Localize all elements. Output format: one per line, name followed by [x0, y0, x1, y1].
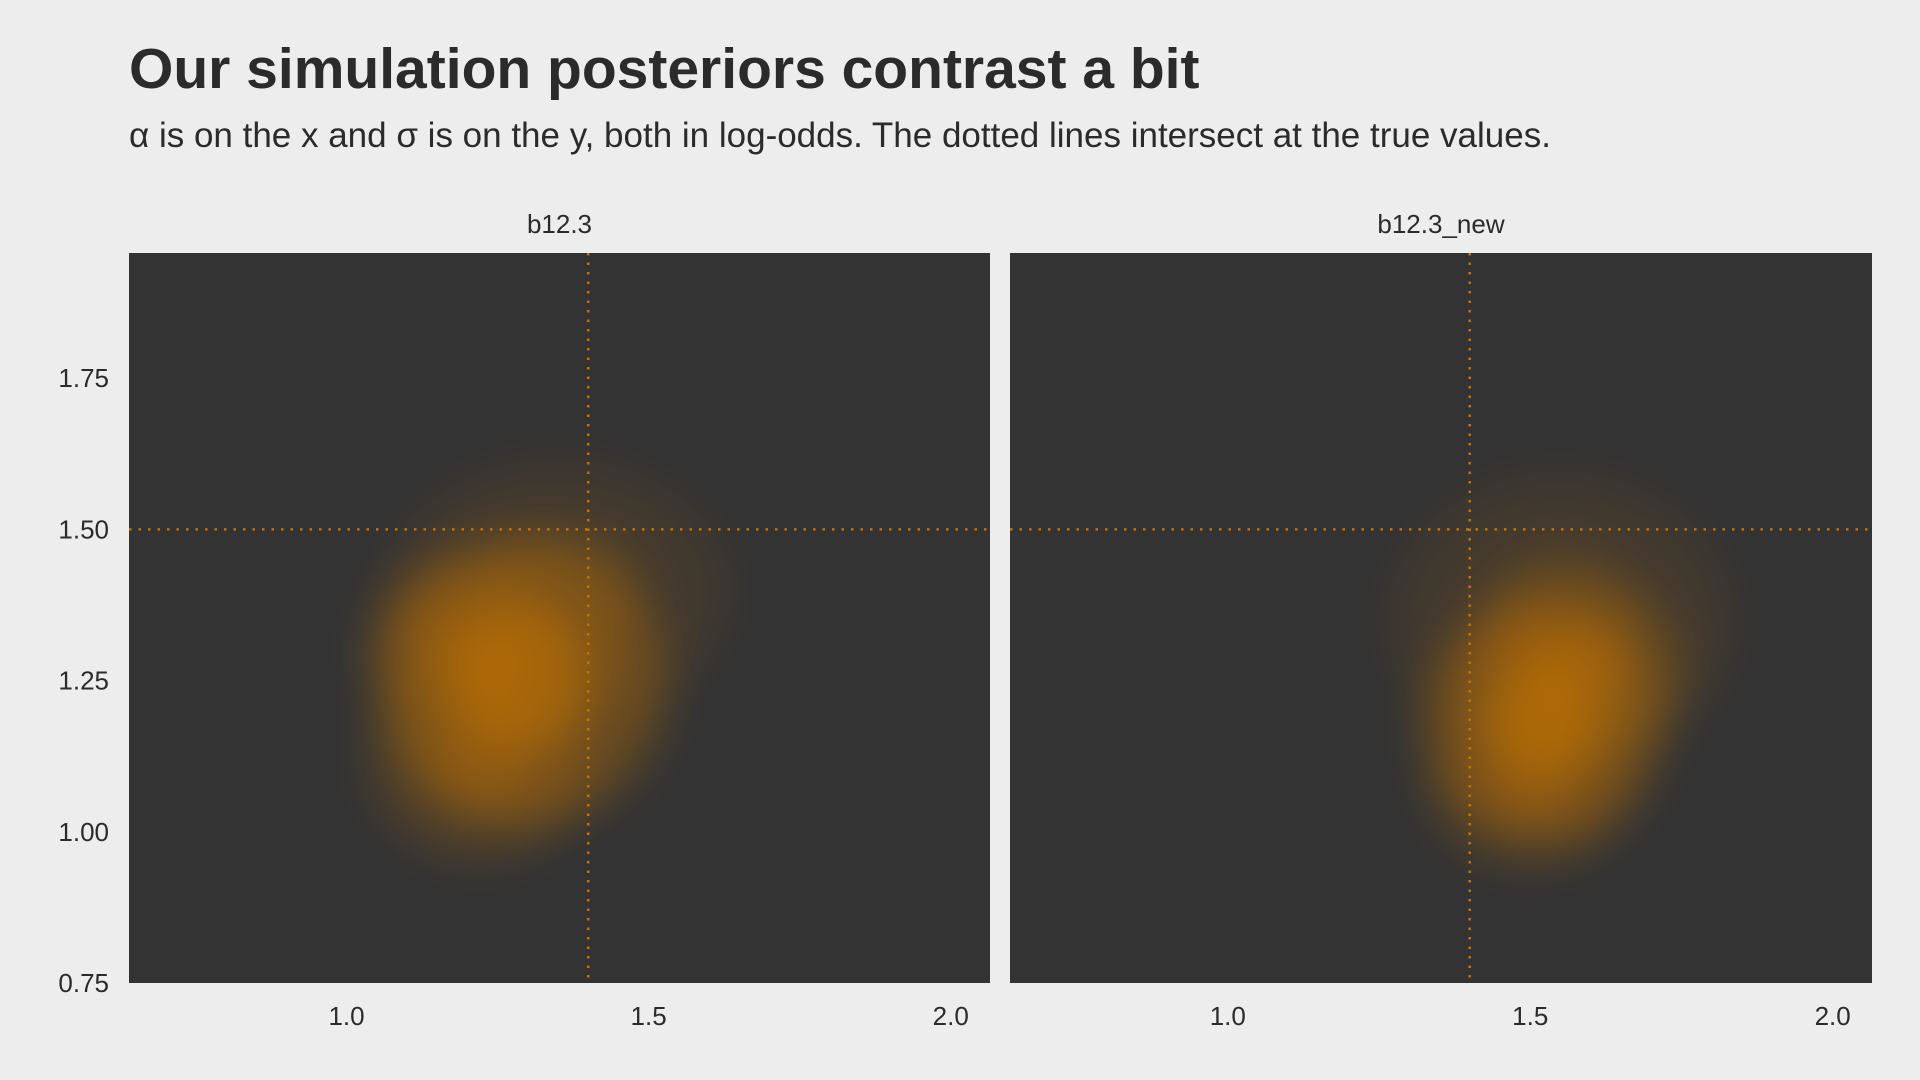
y-tick-label: 1.50 [58, 514, 109, 544]
chart-subtitle: α is on the x and σ is on the y, both in… [129, 116, 1551, 155]
x-tick-label: 2.0 [933, 1001, 969, 1031]
y-tick-label: 1.25 [58, 666, 109, 696]
facet-strip-label: b12.3_new [1377, 209, 1504, 239]
density-peak [424, 708, 535, 811]
chart-title: Our simulation posteriors contrast a bit [129, 37, 1200, 101]
x-tick-label: 1.0 [328, 1001, 364, 1031]
y-tick-label: 1.00 [58, 817, 109, 847]
x-tick-label: 2.0 [1815, 1001, 1851, 1031]
x-tick-label: 1.5 [631, 1001, 667, 1031]
facet-strip-label: b12.3 [527, 209, 592, 239]
y-tick-label: 0.75 [58, 968, 109, 998]
facet-panel-1: b12.3 1.0 1.5 2.0 [129, 209, 990, 1031]
x-tick-label: 1.5 [1512, 1001, 1548, 1031]
y-tick-label: 1.75 [58, 363, 109, 393]
x-tick-label: 1.0 [1210, 1001, 1246, 1031]
density-peak [1475, 548, 1646, 693]
facet-panel-2: b12.3_new 1.0 1.5 2.0 [1010, 209, 1872, 1031]
density-peak [473, 526, 643, 654]
